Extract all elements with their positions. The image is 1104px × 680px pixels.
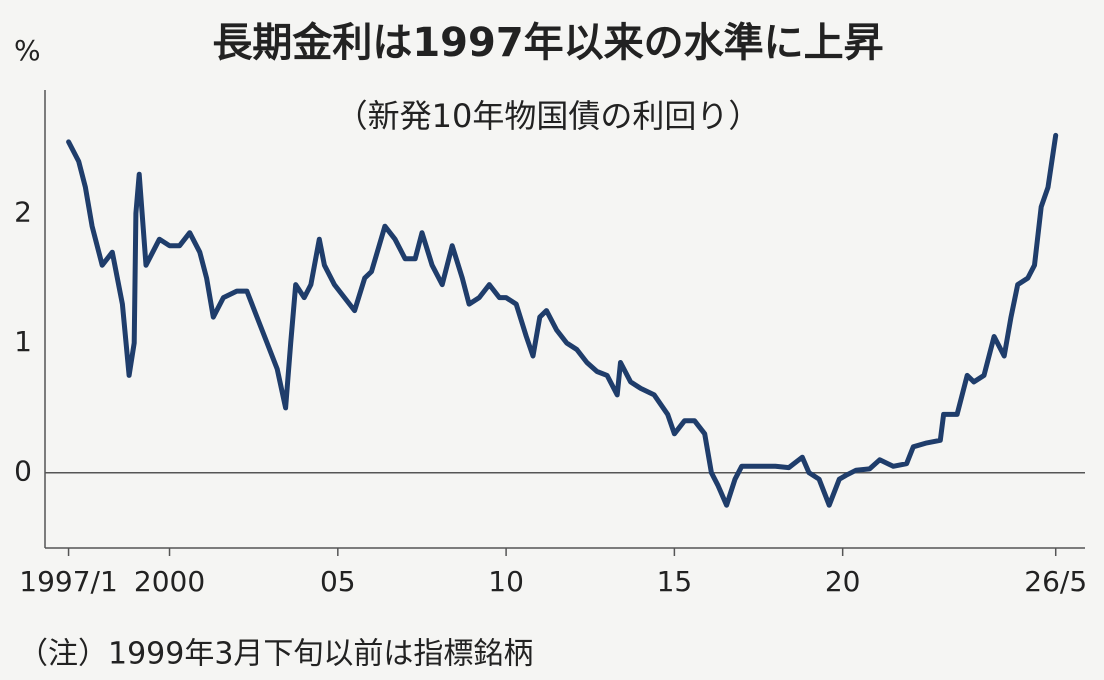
y-unit: % xyxy=(14,34,41,67)
x-tick-label: 2000 xyxy=(134,565,205,598)
x-tick-label: 20 xyxy=(825,565,861,598)
x-tick-label: 1997/1 xyxy=(19,565,118,598)
y-tick-label: 0 xyxy=(14,455,32,488)
x-tick-label: 05 xyxy=(320,565,356,598)
y-tick-label: 1 xyxy=(14,325,32,358)
y-tick-label: 2 xyxy=(14,195,32,228)
chart-title: 長期金利は1997年以来の水準に上昇 xyxy=(212,20,883,66)
x-tick-label: 10 xyxy=(488,565,524,598)
note: （注）1999年3月下旬以前は指標銘柄 xyxy=(18,637,533,672)
line-series xyxy=(66,132,1059,508)
x-tick-label: 26/5 xyxy=(1024,565,1087,598)
x-tick-label: 15 xyxy=(657,565,693,598)
chart-subtitle: （新発10年物国債の利回り） xyxy=(336,97,761,135)
